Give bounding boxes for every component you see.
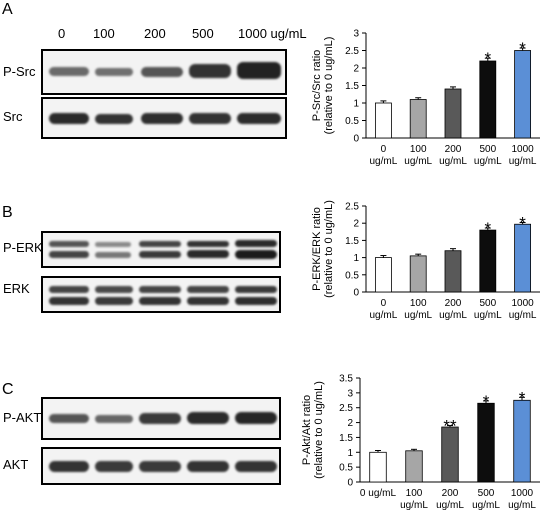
significance-marker: * [519,388,526,407]
x-tick-label: 1000 ug/mL [508,488,536,511]
x-tick-label: 200 ug/mL [439,298,467,321]
y-tick-label: 2.5 [345,46,359,57]
y-tick-label: 3 [347,388,353,399]
y-tick-label: 1 [353,253,359,264]
y-tick-label: 0.5 [345,116,359,127]
y-axis-label: P-Src/Src ratio(relative to 0 ug/mL) [311,37,335,135]
y-tick-label: 0.5 [339,463,353,474]
x-tick-label: 100 ug/mL [404,144,432,167]
concentration-label: 1000 ug/mL [238,26,307,41]
y-tick-label: 2.5 [339,403,353,414]
blot-label-erk: ERK [3,281,30,296]
y-tick-label: 0.5 [345,270,359,281]
x-tick-label: 100 ug/mL [400,488,428,511]
y-tick-label: 1.5 [345,81,359,92]
significance-marker: * [484,219,491,238]
y-tick-label: 3 [353,29,359,40]
y-axis-label: P-Akt/Akt ratio(relative to 0 ug/mL) [301,381,325,479]
bar [369,451,387,483]
blot-label-src: Src [3,109,23,124]
concentration-label: 100 [93,26,115,41]
y-tick-label: 0 [353,134,359,145]
concentration-label: 0 [58,26,66,41]
y-tick-label: 1 [353,99,359,110]
x-tick-label: 500 ug/mL [472,488,500,511]
x-tick-label: 1000 ug/mL [509,298,537,321]
panel-letter-a: A [2,1,13,18]
blot-image-akt [41,447,281,485]
panel-letter-c: C [2,381,14,398]
y-axis-label: P-ERK/ERK ratio(relative to 0 ug/mL) [311,200,335,298]
y-tick-label: 1.5 [339,433,353,444]
x-tick-label: 100 ug/mL [404,298,432,321]
y-tick-label: 2.5 [345,202,359,213]
y-tick-label: 1 [347,448,353,459]
significance-marker: * [483,392,490,411]
x-tick-label: 500 ug/mL [474,298,502,321]
x-tick-label: 200 ug/mL [436,488,464,511]
x-tick-label: 0 ug/mL [360,488,397,499]
blot-image-p-akt [41,397,281,440]
y-tick-label: 2 [353,219,359,230]
significance-marker: * [484,49,491,68]
blot-image-p-src [41,49,287,95]
blot-label-p-akt: P-AKT [3,410,42,425]
bar [513,399,531,483]
blot-label-p-erk: P-ERK [3,240,43,255]
x-tick-label: 1000 ug/mL [509,144,537,167]
concentration-label: 200 [144,26,166,41]
y-tick-label: 0 [347,478,353,489]
significance-marker: * [519,214,526,233]
blot-label-akt: AKT [3,457,29,472]
y-tick-label: 2 [347,418,353,429]
bar [405,450,423,483]
y-tick-label: 1.5 [345,236,359,247]
x-tick-label: 0 ug/mL [370,298,398,321]
x-tick-label: 500 ug/mL [474,144,502,167]
x-tick-label: 200 ug/mL [439,144,467,167]
blot-image-src [41,97,287,139]
concentration-label: 500 [192,26,214,41]
significance-marker: ** [443,417,457,436]
x-tick-label: 0 ug/mL [370,144,398,167]
y-tick-label: 0 [353,288,359,299]
significance-marker: * [519,39,526,58]
panel-letter-b: B [2,204,13,221]
y-tick-label: 2 [353,64,359,75]
bar [477,402,495,483]
blot-image-p-erk [41,231,281,268]
y-tick-label: 3.5 [339,374,353,385]
blot-label-p-src: P-Src [3,64,36,79]
blot-image-erk [41,276,281,313]
